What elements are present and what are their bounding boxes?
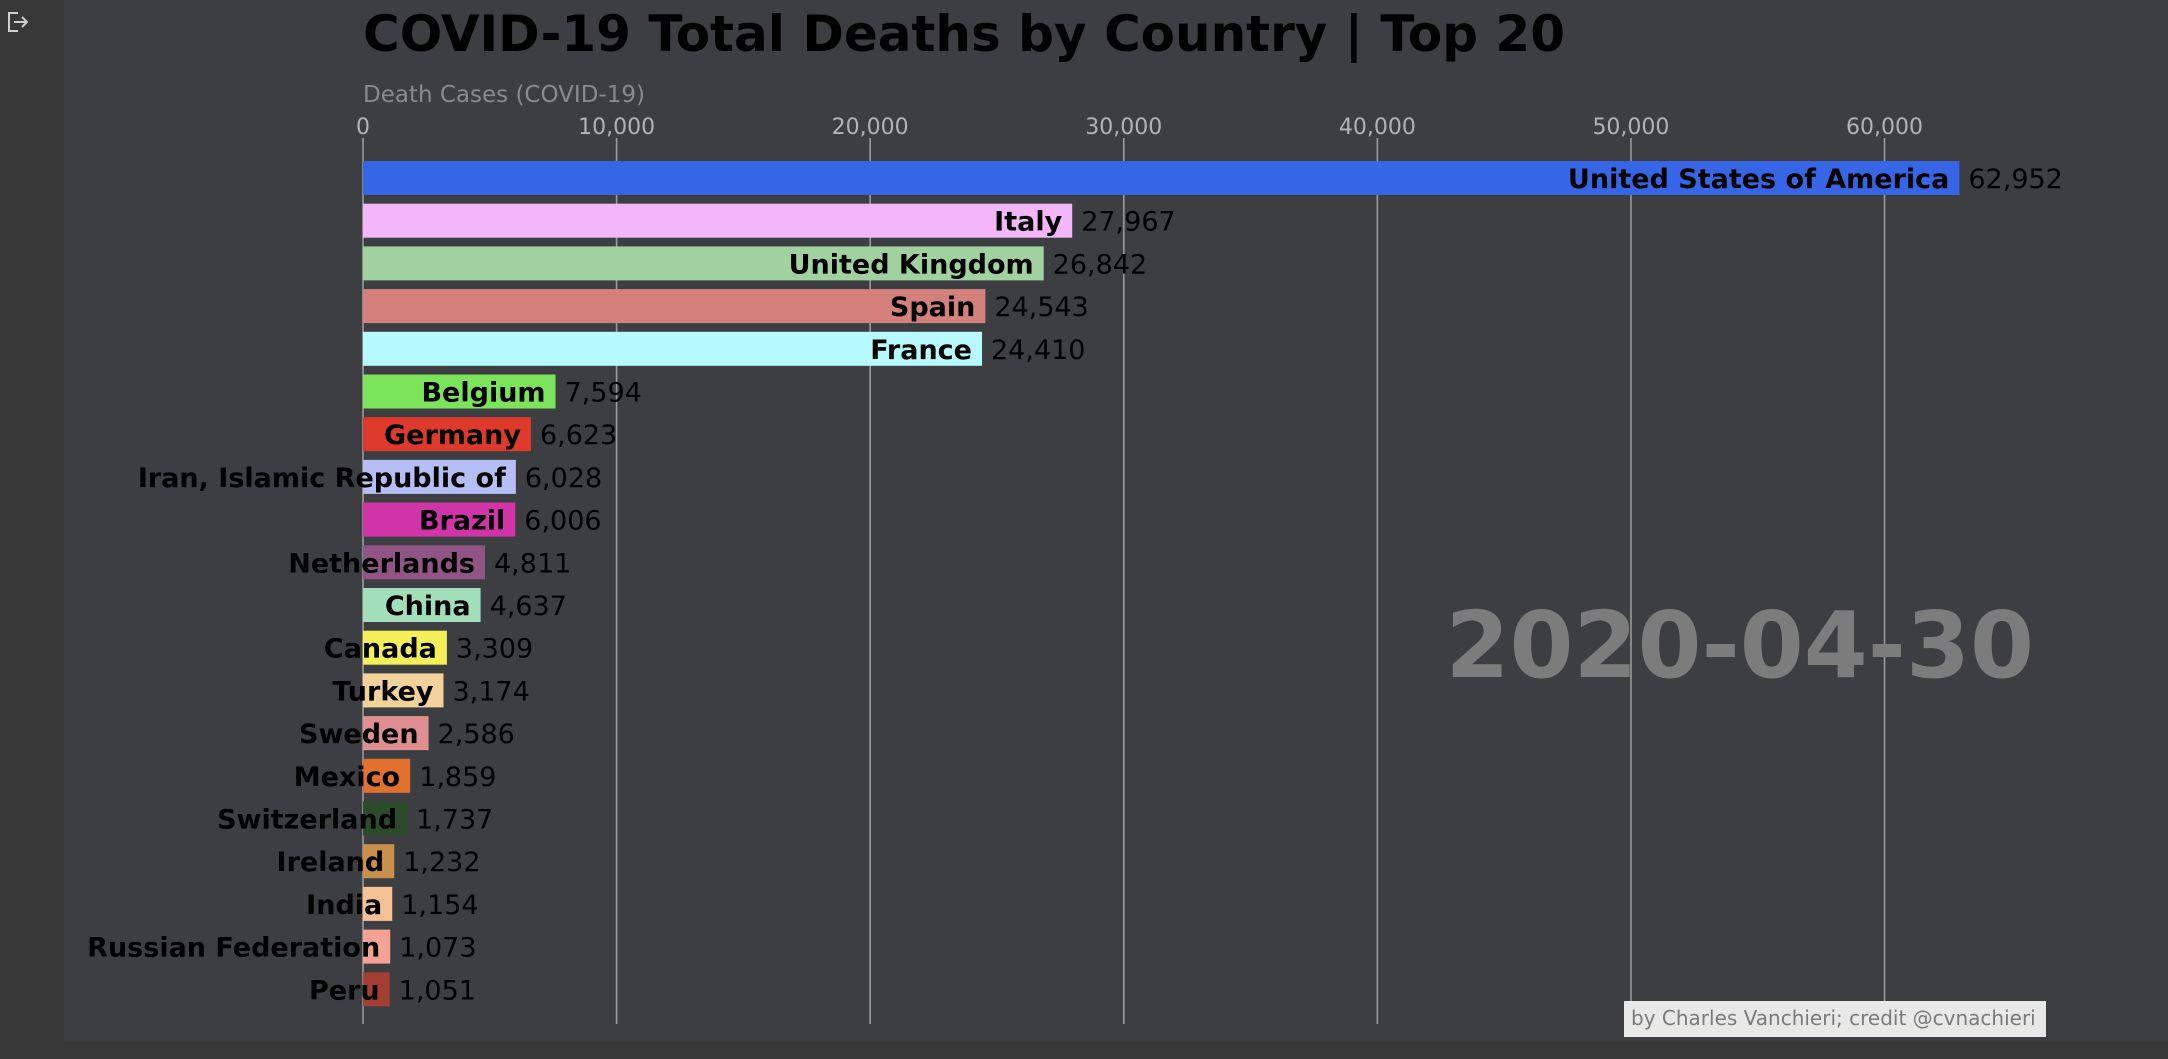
value-label: 27,967	[1081, 207, 1175, 238]
x-axis-ticks: 0 10,000 20,000 30,000 40,000 50,000 60,000	[356, 115, 1923, 140]
x-tick-label: 0	[356, 115, 370, 140]
value-label: 24,410	[991, 335, 1085, 366]
credit-text: by Charles Vanchieri; credit @cvnachieri	[1631, 1006, 2036, 1030]
x-tick-label: 60,000	[1846, 115, 1923, 140]
value-label: 7,594	[565, 378, 642, 409]
bar	[363, 417, 531, 452]
value-label: 6,006	[524, 506, 601, 537]
date-label: 2020-04-30	[1446, 592, 2034, 699]
bar	[363, 331, 983, 366]
bar	[363, 673, 444, 708]
bar-label: Spain	[890, 292, 975, 323]
bar-label: Sweden	[299, 719, 419, 750]
notebook-gutter	[0, 0, 64, 1059]
value-label: 6,623	[540, 420, 617, 451]
x-tick-label: 30,000	[1085, 115, 1162, 140]
bar-label: Italy	[994, 207, 1062, 238]
bar-label: Russian Federation	[87, 933, 380, 964]
value-label: 1,051	[399, 975, 476, 1006]
bars: United States of America 62,952 Italy 27,96…	[87, 161, 2063, 1007]
value-label: 62,952	[1968, 164, 2062, 195]
bar-label: China	[385, 591, 471, 622]
bar-label: Brazil	[419, 506, 505, 537]
value-label: 1,073	[399, 933, 476, 964]
cell-output-area: COVID-19 Total Deaths by Country | Top 2…	[64, 0, 2168, 1042]
gridlines	[362, 138, 1886, 1024]
bar-label: Netherlands	[288, 548, 475, 579]
bar-label: Germany	[384, 420, 521, 451]
value-label: 1,737	[416, 805, 493, 836]
value-label: 4,811	[494, 548, 571, 579]
value-label: 3,174	[452, 676, 529, 707]
bar	[363, 972, 390, 1007]
bar	[363, 844, 395, 879]
bar	[363, 545, 486, 580]
bar-label: India	[306, 890, 382, 921]
bar	[363, 289, 986, 324]
x-tick-label: 10,000	[578, 115, 655, 140]
bar	[363, 630, 447, 665]
bar	[363, 886, 393, 921]
x-axis-title: Death Cases (COVID-19)	[363, 82, 645, 108]
bar	[363, 246, 1044, 281]
bar	[363, 374, 556, 409]
bar	[363, 502, 516, 537]
bar	[363, 929, 391, 964]
value-label: 1,154	[401, 890, 478, 921]
value-label: 4,637	[490, 591, 567, 622]
bar	[363, 161, 1960, 195]
bar	[363, 203, 1073, 238]
bar-label: Mexico	[294, 762, 400, 793]
bar-label: Ireland	[277, 847, 385, 878]
credit-box-bg	[1624, 1001, 2046, 1037]
bar	[363, 459, 516, 494]
value-label: 6,028	[525, 463, 602, 494]
bar	[363, 588, 481, 622]
value-label: 1,859	[419, 762, 496, 793]
bar-label: United States of America	[1568, 164, 1949, 195]
bar-label: Peru	[309, 975, 380, 1006]
credit-box: by Charles Vanchieri; credit @cvnachieri	[1624, 1001, 2046, 1037]
bar-label: Belgium	[421, 378, 545, 409]
x-tick-label: 50,000	[1592, 115, 1669, 140]
bar-label: Canada	[324, 634, 437, 665]
bar-label: Switzerland	[217, 805, 397, 836]
chart-title: COVID-19 Total Deaths by Country | Top 2…	[363, 5, 1565, 63]
value-label: 26,842	[1053, 249, 1147, 280]
bar-label: Iran, Islamic Republic of	[138, 463, 506, 494]
bar-chart-race: COVID-19 Total Deaths by Country | Top 2…	[87, 5, 2063, 1037]
bar-label: United Kingdom	[789, 249, 1034, 280]
x-tick-label: 20,000	[832, 115, 909, 140]
x-tick-label: 40,000	[1339, 115, 1416, 140]
bar-label: Turkey	[332, 676, 434, 707]
value-label: 3,309	[456, 634, 533, 665]
value-label: 2,586	[438, 719, 515, 750]
value-label: 1,232	[403, 847, 480, 878]
bar	[363, 716, 429, 751]
value-label: 24,543	[994, 292, 1088, 323]
bar	[363, 801, 408, 836]
bar	[363, 758, 411, 793]
bar-label: France	[870, 335, 972, 366]
exit-icon[interactable]	[2, 6, 34, 38]
